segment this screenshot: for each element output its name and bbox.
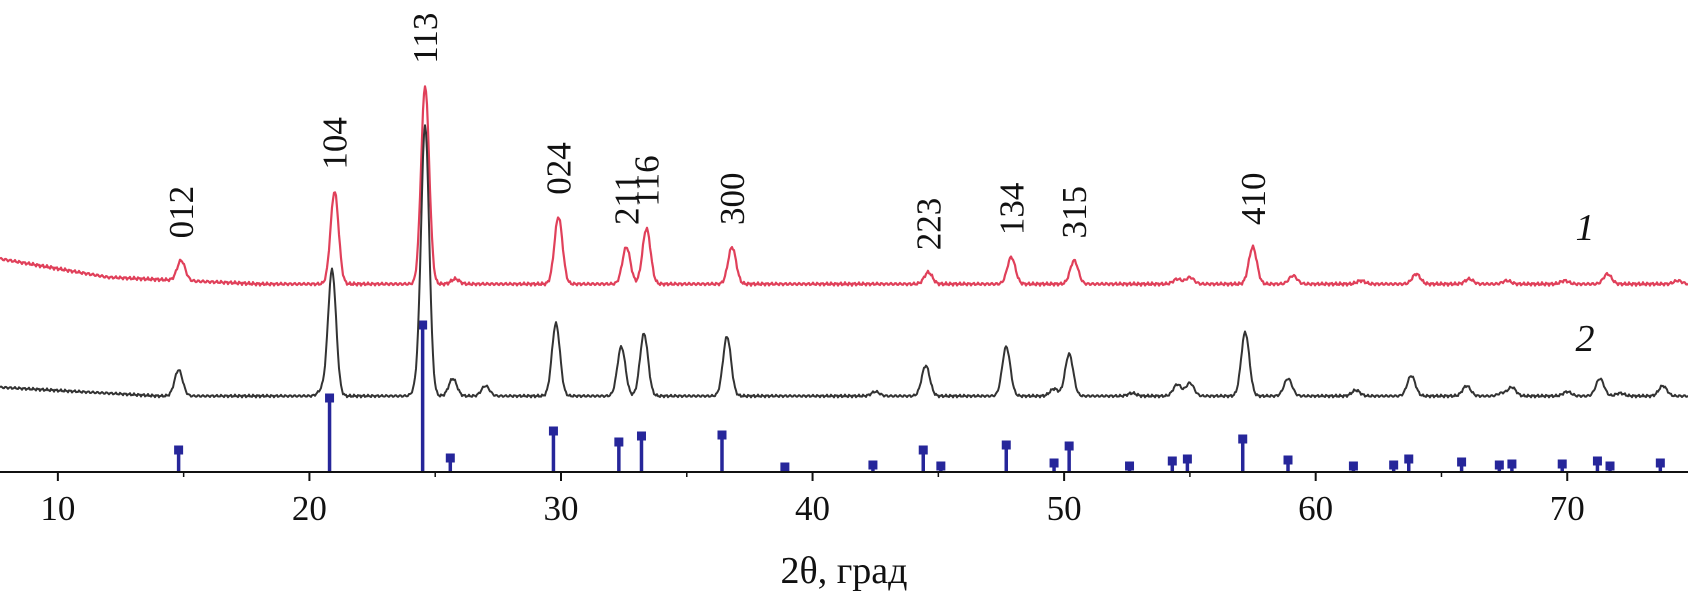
reference-bar [1494,460,1504,472]
x-tick-label: 20 [292,489,327,528]
reference-bar [1557,459,1567,472]
x-tick-label: 30 [543,489,578,528]
peak-label-113: 113 [406,13,445,64]
reference-bar [614,437,624,472]
curve-1-label: 1 [1576,207,1595,249]
reference-bar-marker [1557,459,1567,469]
x-tick-label: 70 [1550,489,1585,528]
reference-bar [868,460,878,472]
reference-bar-marker [1605,461,1615,471]
reference-bar [936,461,946,472]
peak-label-300: 300 [713,173,752,226]
reference-bar-marker [1404,454,1414,464]
reference-bar [1605,461,1615,472]
reference-bar [1389,460,1399,472]
peak-label-134: 134 [992,183,1031,235]
reference-bar [548,426,558,472]
reference-bar-marker [174,445,184,455]
peak-label-315: 315 [1055,186,1094,239]
peak-label-024: 024 [539,142,578,195]
reference-bar [418,320,428,472]
reference-bar-marker [1592,456,1602,466]
reference-bar [918,445,928,472]
reference-bar-marker [1001,440,1011,450]
reference-bar [325,393,335,472]
reference-bar [174,445,184,472]
reference-bar-marker [1494,460,1504,470]
series-line-1 [0,85,1688,287]
reference-bar-marker [1125,461,1135,471]
curves-layer [0,85,1688,399]
reference-bar-marker [1167,456,1177,466]
reference-bar [1182,454,1192,472]
peak-label-223: 223 [909,198,948,251]
curve-2-label: 2 [1576,318,1595,360]
reference-bar-marker [1457,457,1467,467]
reference-bar-marker [636,431,646,441]
reference-bar [1125,461,1135,472]
peak-label-012: 012 [162,186,201,239]
reference-bar-marker [936,461,946,471]
reference-bar-marker [1064,441,1074,451]
reference-bar [1049,458,1059,472]
reference-bar-marker [1283,455,1293,465]
reference-bar [780,462,790,472]
reference-bar [1507,459,1517,472]
x-tick-label: 10 [40,489,75,528]
reference-bar [1592,456,1602,472]
reference-bar [1404,454,1414,472]
reference-bar-marker [1049,458,1059,468]
peak-label-116: 116 [628,155,667,206]
reference-bar-marker [1507,459,1517,469]
reference-bar-marker [614,437,624,447]
series-line-2 [0,124,1688,399]
x-axis-title: 2θ, град [781,550,908,592]
reference-bar [1283,455,1293,472]
x-tick-label: 50 [1047,489,1082,528]
reference-bar [717,430,727,472]
reference-bar [1238,434,1248,472]
reference-bar-marker [780,462,790,472]
reference-bar [1064,441,1074,472]
peak-label-104: 104 [316,117,355,170]
peak-label-211: 211 [607,174,646,225]
reference-bar-marker [1182,454,1192,464]
reference-bar [1655,458,1665,472]
reference-bar-marker [445,453,455,463]
reference-bar-marker [1655,458,1665,468]
reference-bar-marker [918,445,928,455]
reference-bar-marker [1389,460,1399,470]
reference-bar [1348,461,1358,472]
reference-bars-layer [174,320,1665,472]
reference-bar-marker [1238,434,1248,444]
reference-bar-marker [868,460,878,470]
x-tick-label: 60 [1298,489,1333,528]
x-axis: 10 20 30 40 50 60 70 [0,471,1688,528]
reference-bar [1167,456,1177,472]
reference-bar-marker [1348,461,1358,471]
x-tick-label: 40 [795,489,830,528]
reference-bar [1457,457,1467,472]
reference-bar-marker [717,430,727,440]
reference-bar [445,453,455,472]
reference-bar [636,431,646,472]
reference-bar-marker [418,320,428,330]
reference-bar-marker [325,393,335,403]
reference-bar-marker [548,426,558,436]
peak-label-410: 410 [1234,173,1273,226]
reference-bar [1001,440,1011,472]
